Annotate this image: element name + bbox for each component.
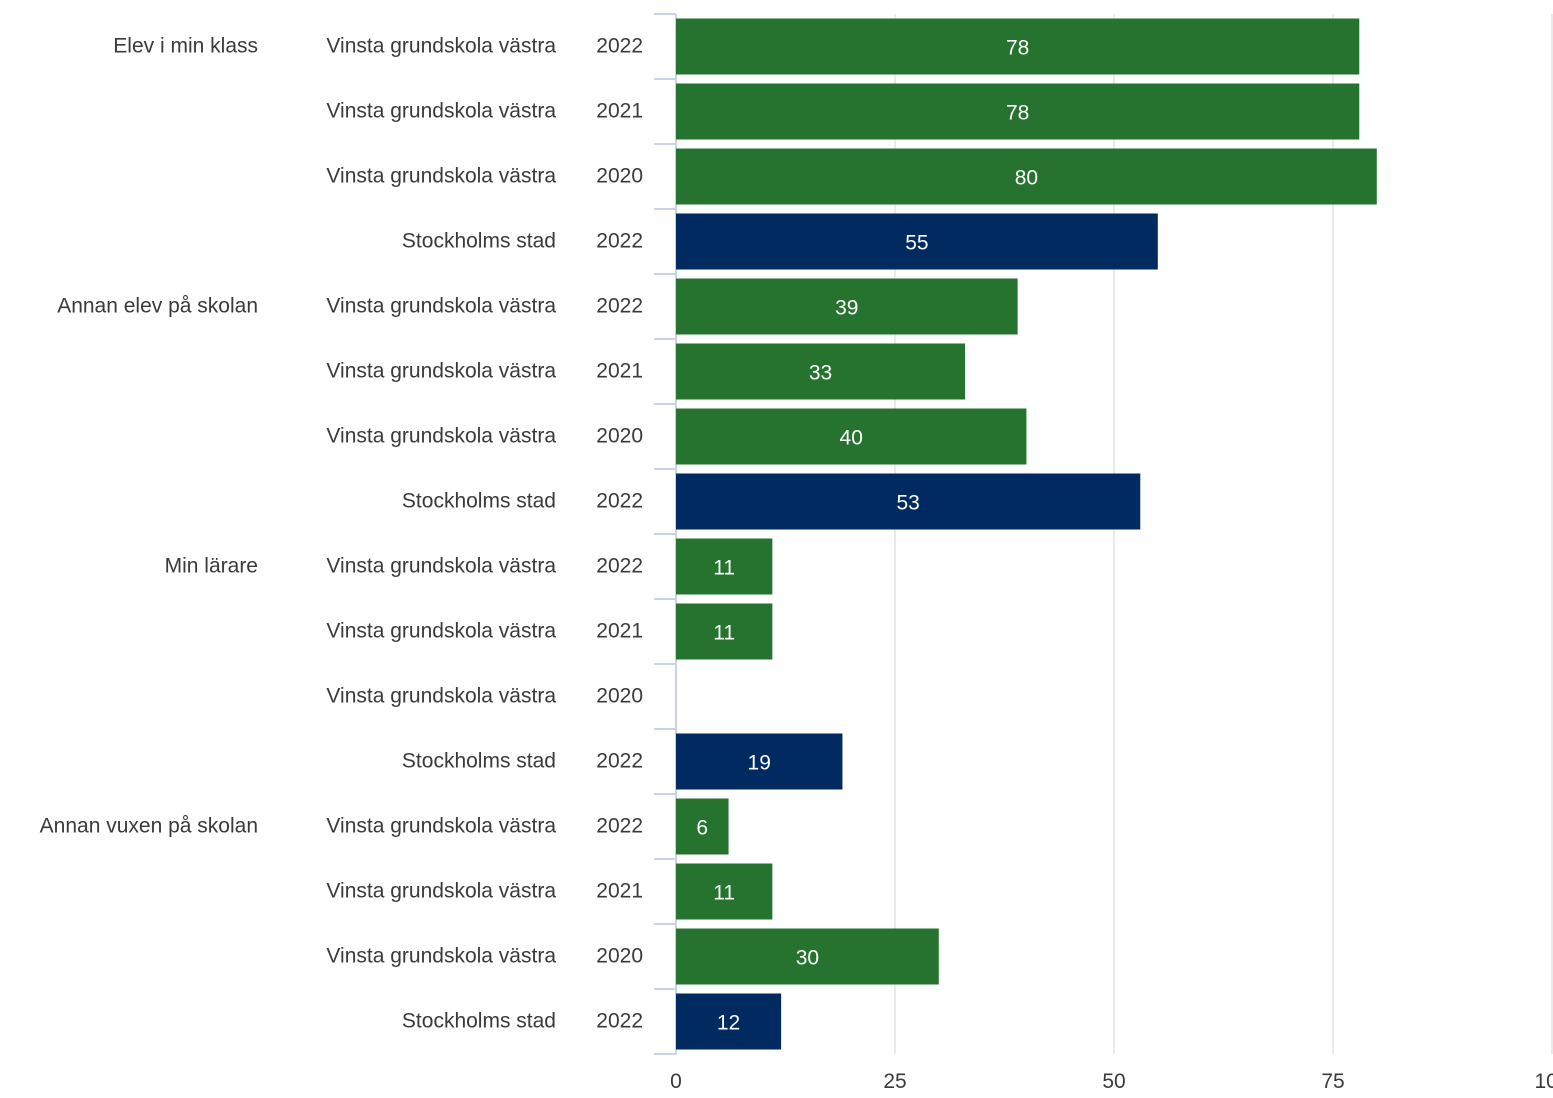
bar [676,83,1360,140]
year-label: 2021 [596,100,643,123]
year-label: 2020 [596,425,643,448]
data-label: 40 [840,427,863,450]
bar [676,928,939,985]
unit-label: Vinsta grundskola västra [326,35,556,58]
bar [676,473,1141,530]
group-label: Annan elev på skolan [57,295,258,318]
bar [676,538,773,595]
unit-label: Stockholms stad [402,750,556,773]
data-label: 30 [796,947,819,970]
x-tick-labels: 0 25 50 75 100 [670,1070,1553,1093]
year-label: 2021 [596,360,643,383]
year-label: 2020 [596,945,643,968]
data-label: 19 [748,752,771,775]
unit-label: Vinsta grundskola västra [326,815,556,838]
group-label: Elev i min klass [113,35,258,58]
unit-label: Vinsta grundskola västra [326,165,556,188]
bar [676,213,1158,270]
data-label: 6 [696,817,708,840]
x-tick-label: 25 [883,1070,906,1093]
data-label: 33 [809,362,832,385]
bar [676,733,843,790]
year-label: 2022 [596,1010,643,1033]
x-tick-label: 75 [1321,1070,1344,1093]
data-label: 11 [713,622,735,645]
data-label: 12 [717,1012,740,1035]
data-label: 55 [905,232,928,255]
bars: 78 78 80 55 39 33 40 53 11 11 19 6 11 30 12 [676,18,1377,1050]
unit-label: Vinsta grundskola västra [326,945,556,968]
year-label: 2022 [596,295,643,318]
bar [676,18,1360,75]
unit-label: Vinsta grundskola västra [326,100,556,123]
unit-label: Vinsta grundskola västra [326,360,556,383]
year-label: 2020 [596,165,643,188]
unit-label: Vinsta grundskola västra [326,425,556,448]
year-label: 2022 [596,750,643,773]
year-label: 2021 [596,620,643,643]
unit-label: Stockholms stad [402,490,556,513]
year-label: 2022 [596,35,643,58]
unit-label: Vinsta grundskola västra [326,620,556,643]
bar [676,993,782,1050]
data-label: 53 [896,492,919,515]
bar [676,798,729,855]
data-label: 39 [835,297,858,320]
data-label: 78 [1006,37,1029,60]
unit-label: Stockholms stad [402,230,556,253]
unit-label: Vinsta grundskola västra [326,880,556,903]
unit-label: Stockholms stad [402,1010,556,1033]
category-labels: 2022 Vinsta grundskola västra Elev i min k… [40,35,643,1033]
year-label: 2022 [596,555,643,578]
x-tick-label: 100 [1534,1070,1553,1093]
unit-label: Vinsta grundskola västra [326,685,556,708]
data-label: 11 [713,557,735,580]
category-axis [654,13,677,1055]
data-label: 11 [713,882,735,905]
x-tick-label: 0 [670,1070,682,1093]
year-label: 2020 [596,685,643,708]
year-label: 2022 [596,815,643,838]
x-tick-label: 50 [1102,1070,1125,1093]
unit-label: Vinsta grundskola västra [326,295,556,318]
year-label: 2022 [596,490,643,513]
bar [676,408,1027,465]
year-label: 2021 [596,880,643,903]
group-label: Annan vuxen på skolan [40,815,258,838]
data-label: 78 [1006,102,1029,125]
year-label: 2022 [596,230,643,253]
bar [676,343,966,400]
bar [676,278,1018,335]
bar [676,603,773,660]
bar [676,863,773,920]
bar [676,148,1377,205]
unit-label: Vinsta grundskola västra [326,555,556,578]
group-label: Min lärare [165,555,258,578]
data-label: 80 [1015,167,1038,190]
